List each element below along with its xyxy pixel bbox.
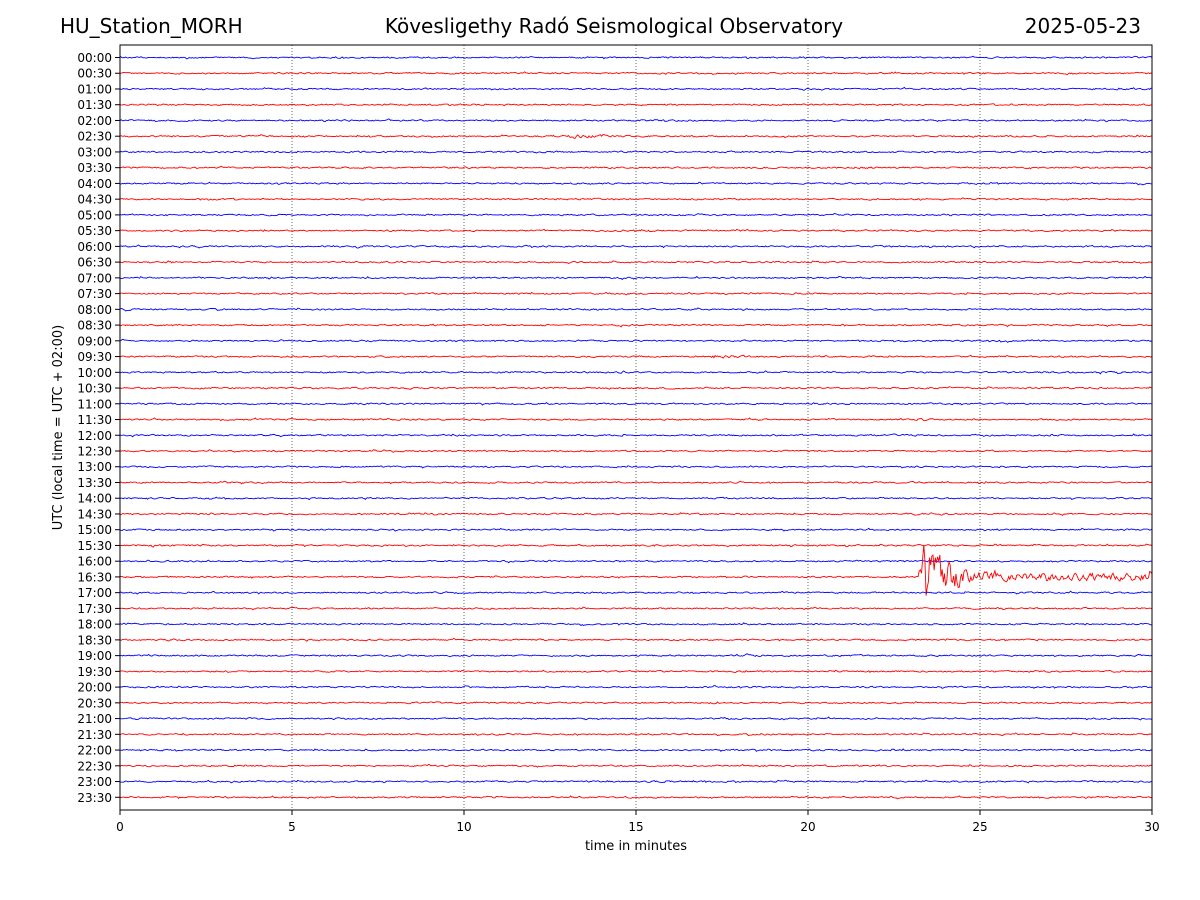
y-tick-label: 06:00 bbox=[77, 240, 112, 254]
y-tick-label: 13:30 bbox=[77, 476, 112, 490]
y-tick-label: 10:00 bbox=[77, 366, 112, 380]
x-gridlines bbox=[291, 45, 981, 810]
y-tick-label: 03:30 bbox=[77, 161, 112, 175]
trace-line bbox=[119, 103, 1153, 107]
trace-line bbox=[119, 465, 1153, 469]
trace-line bbox=[119, 354, 1153, 359]
y-tick-label: 02:30 bbox=[77, 130, 112, 144]
y-tick-label: 03:00 bbox=[77, 145, 112, 159]
y-tick-label: 05:30 bbox=[77, 224, 112, 238]
y-tick-label: 06:30 bbox=[77, 256, 112, 270]
y-tick-label: 23:30 bbox=[77, 791, 112, 805]
trace-line bbox=[119, 590, 1153, 595]
trace-line bbox=[119, 732, 1153, 737]
x-tick-label: 5 bbox=[288, 820, 296, 834]
x-axis-label: time in minutes bbox=[585, 839, 687, 854]
trace-line bbox=[119, 527, 1153, 532]
y-tick-label: 15:00 bbox=[77, 523, 112, 537]
y-tick-label: 17:00 bbox=[77, 586, 112, 600]
trace-line bbox=[119, 86, 1153, 91]
trace-line bbox=[119, 323, 1153, 328]
trace-line bbox=[119, 606, 1153, 611]
y-tick-label: 00:00 bbox=[77, 51, 112, 65]
y-tick-label: 22:00 bbox=[77, 744, 112, 758]
y-tick-label: 12:30 bbox=[77, 445, 112, 459]
y-tick-label: 07:00 bbox=[77, 271, 112, 285]
trace-line bbox=[119, 275, 1153, 281]
y-tick-label: 04:00 bbox=[77, 177, 112, 191]
y-tick-label: 20:00 bbox=[77, 681, 112, 695]
x-axis-ticks: 0 5 10 15 20 25 30 bbox=[116, 810, 1160, 834]
x-tick-label: 10 bbox=[456, 820, 471, 834]
y-tick-label: 01:30 bbox=[77, 98, 112, 112]
y-tick-label: 08:30 bbox=[77, 319, 112, 333]
trace-line bbox=[119, 150, 1153, 154]
x-tick-label: 25 bbox=[972, 820, 987, 834]
x-tick-label: 30 bbox=[1144, 820, 1159, 834]
x-tick-label: 20 bbox=[800, 820, 815, 834]
trace-line bbox=[119, 779, 1153, 784]
plot-date: 2025-05-23 bbox=[1024, 14, 1141, 38]
y-tick-label: 21:00 bbox=[77, 712, 112, 726]
y-tick-label: 16:30 bbox=[77, 570, 112, 584]
y-tick-label: 18:00 bbox=[77, 618, 112, 632]
y-tick-label: 19:30 bbox=[77, 665, 112, 679]
y-tick-label: 13:00 bbox=[77, 460, 112, 474]
y-tick-label: 23:00 bbox=[77, 775, 112, 789]
y-axis-label: UTC (local time = UTC + 02:00) bbox=[51, 325, 66, 530]
station-name: HU_Station_MORH bbox=[60, 14, 243, 38]
trace-line bbox=[119, 795, 1153, 800]
x-tick-label: 0 bbox=[116, 820, 124, 834]
y-tick-label: 09:30 bbox=[77, 350, 112, 364]
y-tick-label: 14:30 bbox=[77, 507, 112, 521]
trace-line bbox=[119, 669, 1153, 674]
y-tick-label: 20:30 bbox=[77, 696, 112, 710]
y-tick-label: 10:30 bbox=[77, 382, 112, 396]
trace-line bbox=[119, 338, 1153, 343]
y-tick-label: 08:00 bbox=[77, 303, 112, 317]
y-tick-label: 09:00 bbox=[77, 334, 112, 348]
y-tick-label: 07:30 bbox=[77, 287, 112, 301]
y-tick-label: 02:00 bbox=[77, 114, 112, 128]
y-tick-label: 18:30 bbox=[77, 633, 112, 647]
y-tick-label: 14:00 bbox=[77, 492, 112, 506]
y-tick-label: 00:30 bbox=[77, 67, 112, 81]
y-tick-label: 15:30 bbox=[77, 539, 112, 553]
x-tick-label: 15 bbox=[628, 820, 643, 834]
trace-line bbox=[119, 543, 1153, 548]
trace-line bbox=[119, 212, 1153, 217]
y-tick-label: 22:30 bbox=[77, 759, 112, 773]
y-tick-label: 11:00 bbox=[77, 397, 112, 411]
y-tick-label: 01:00 bbox=[77, 82, 112, 96]
y-tick-label: 12:00 bbox=[77, 429, 112, 443]
y-tick-label: 11:30 bbox=[77, 413, 112, 427]
y-tick-label: 17:30 bbox=[77, 602, 112, 616]
observatory-title: Kövesligethy Radó Seismological Observat… bbox=[384, 14, 844, 38]
trace-line bbox=[119, 401, 1153, 406]
trace-line bbox=[119, 716, 1153, 721]
y-tick-label: 21:30 bbox=[77, 728, 112, 742]
y-tick-label: 16:00 bbox=[77, 555, 112, 569]
y-tick-label: 04:30 bbox=[77, 193, 112, 207]
trace-line bbox=[119, 260, 1153, 265]
trace-line bbox=[119, 133, 1153, 139]
y-tick-label: 19:00 bbox=[77, 649, 112, 663]
y-tick-label: 05:00 bbox=[77, 208, 112, 222]
